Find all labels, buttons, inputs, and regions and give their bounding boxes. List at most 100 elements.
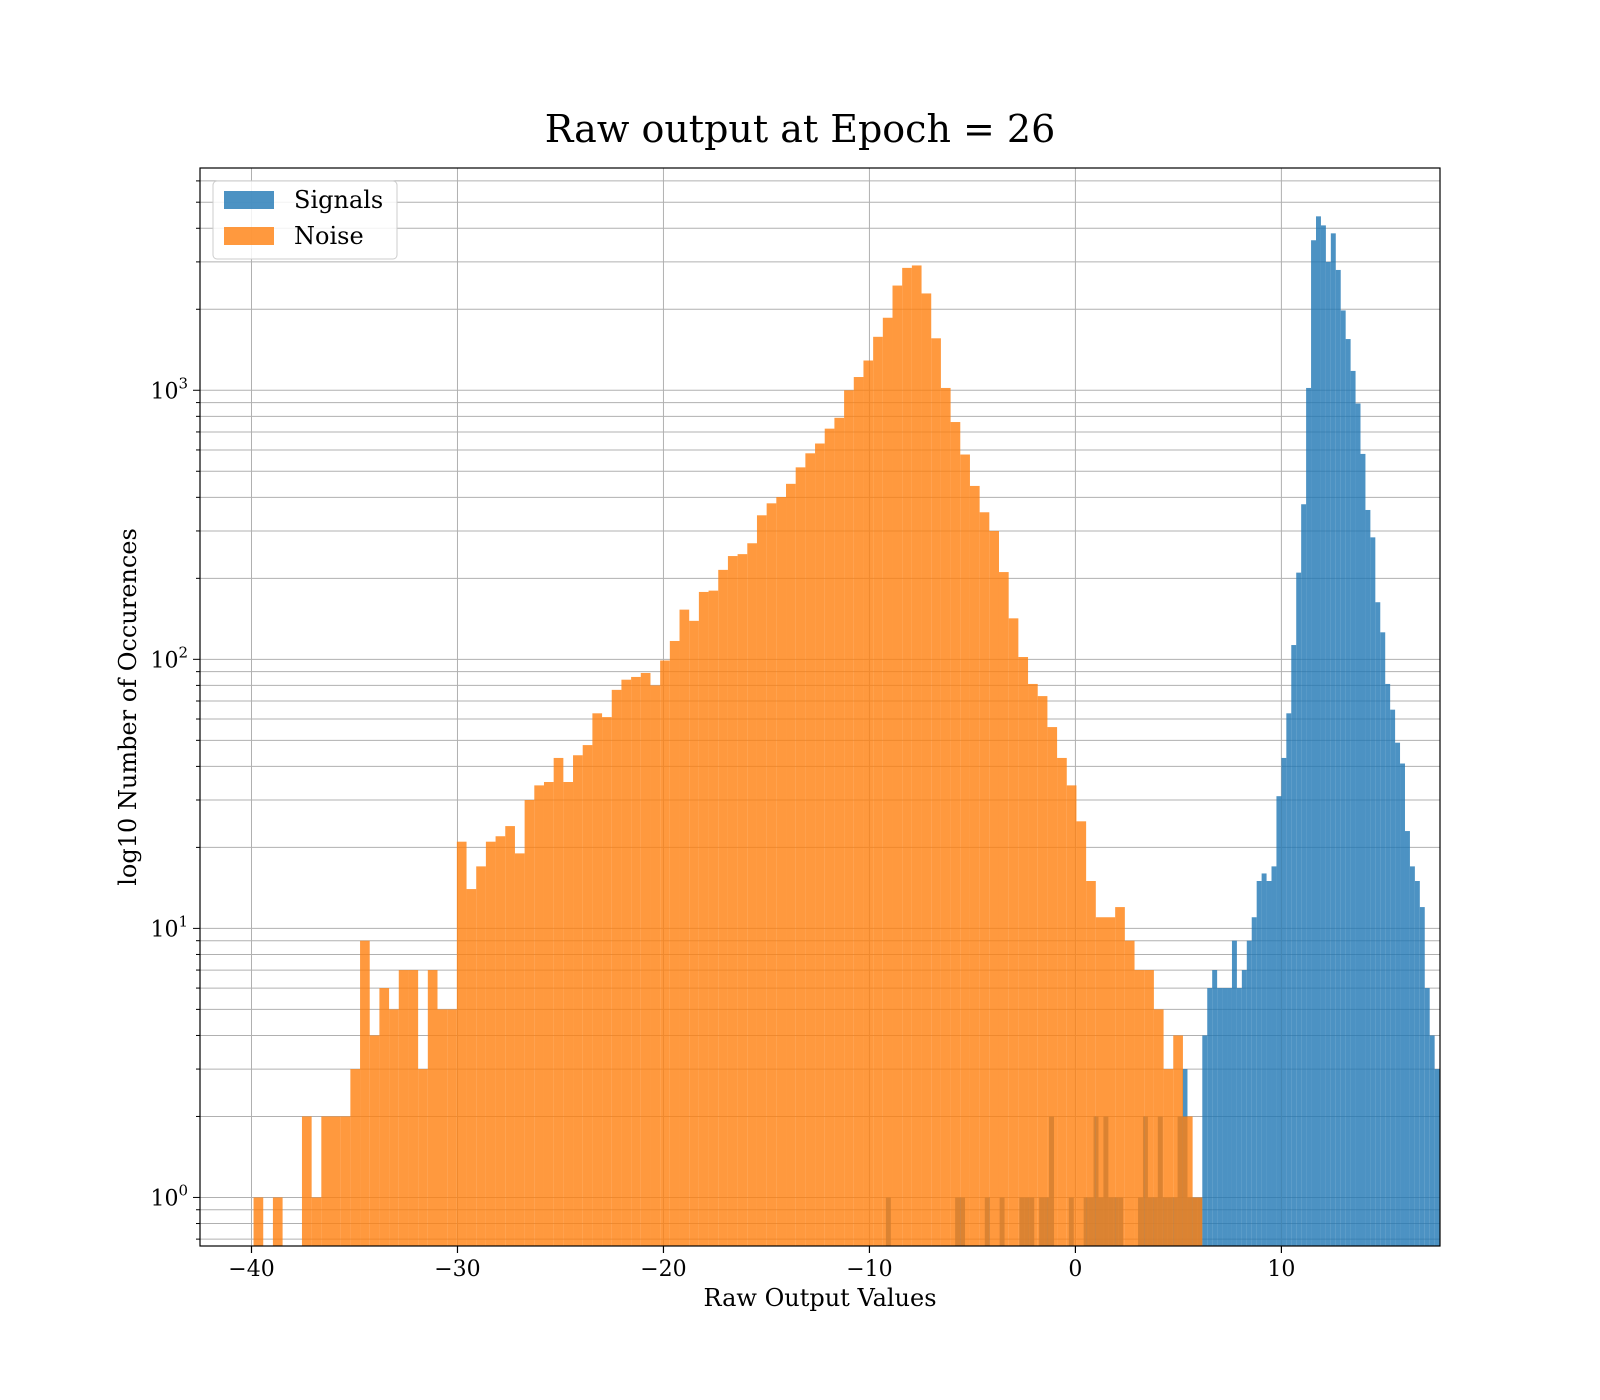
bar-noise — [844, 390, 854, 1246]
bar-noise — [1182, 1116, 1193, 1246]
bar-noise — [1095, 917, 1106, 1246]
bar-noise — [321, 1116, 332, 1246]
bar-noise — [311, 1197, 322, 1246]
bar-noise — [1153, 1009, 1164, 1246]
bar-noise — [950, 422, 961, 1247]
bar-noise — [456, 841, 467, 1246]
bar-noise — [1115, 907, 1125, 1246]
bar-noise — [863, 360, 874, 1246]
bar-signals — [1380, 632, 1386, 1246]
bar-noise — [1124, 940, 1135, 1246]
bar-noise — [476, 866, 486, 1246]
bar-noise — [902, 267, 912, 1246]
bar-noise — [921, 293, 932, 1247]
y-tick-label: 103 — [150, 374, 188, 404]
bar-signals — [1320, 225, 1326, 1247]
bar-noise — [1057, 757, 1067, 1246]
bar-noise — [331, 1116, 341, 1246]
bar-signals — [1414, 881, 1420, 1246]
legend: Signals Noise — [212, 180, 398, 260]
bar-noise — [437, 1009, 448, 1246]
bar-noise — [1037, 696, 1048, 1246]
bar-noise — [1144, 970, 1154, 1246]
bar-signals — [1236, 988, 1242, 1246]
bar-signals — [1207, 988, 1213, 1246]
bar-noise — [766, 503, 777, 1246]
bar-noise — [631, 676, 641, 1246]
bar-noise — [543, 781, 554, 1246]
bar-noise — [1105, 917, 1116, 1246]
bar-noise — [1018, 657, 1029, 1246]
bar-signals — [1227, 988, 1232, 1246]
bar-signals — [1395, 742, 1401, 1246]
bar-noise — [669, 640, 680, 1246]
bar-noise — [1173, 1035, 1183, 1246]
bar-signals — [1375, 602, 1381, 1246]
bar-noise — [882, 317, 893, 1247]
bar-noise — [272, 1197, 283, 1246]
bar-signals — [1291, 645, 1297, 1246]
x-tick-label: −10 — [846, 1257, 892, 1282]
bar-signals — [1385, 683, 1391, 1246]
bar-noise — [873, 336, 883, 1246]
bar-signals — [1306, 387, 1312, 1246]
bar-noise — [360, 940, 370, 1246]
bar-signals — [1231, 940, 1237, 1246]
bar-noise — [756, 515, 767, 1246]
bar-noise — [727, 556, 738, 1246]
bar-signals — [1325, 261, 1331, 1247]
x-axis-label: Raw Output Values — [703, 1284, 936, 1312]
series-noise — [253, 265, 1203, 1247]
bar-noise — [611, 689, 622, 1246]
bar-noise — [582, 745, 593, 1246]
bar-signals — [1400, 763, 1405, 1246]
plot-frame — [199, 167, 1441, 1247]
bar-noise — [776, 497, 787, 1247]
bar-noise — [379, 988, 390, 1246]
bar-signals — [1434, 1069, 1440, 1246]
bar-signals — [1335, 269, 1341, 1246]
bar-signals — [1251, 917, 1257, 1246]
bar-noise — [534, 785, 544, 1246]
legend-swatch-noise — [224, 227, 274, 245]
chart-title: Raw output at Epoch = 26 — [545, 107, 1056, 151]
bar-noise — [824, 428, 835, 1246]
bar-signals — [1340, 310, 1346, 1246]
bar-signals — [1256, 881, 1262, 1246]
x-tick-label: −40 — [228, 1257, 274, 1282]
bar-noise — [563, 781, 574, 1246]
bar-signals — [1271, 866, 1277, 1246]
bar-noise — [466, 889, 477, 1246]
bar-signals — [1286, 713, 1292, 1246]
bar-noise — [786, 483, 796, 1246]
bar-noise — [689, 620, 699, 1246]
bar-noise — [1047, 727, 1058, 1246]
bar-noise — [834, 417, 845, 1246]
bar-noise — [747, 543, 757, 1246]
axis-ticks: −40 −30 −20 −10 0 10 100 101 102 103 — [150, 180, 1295, 1282]
bar-noise — [602, 717, 612, 1246]
histogram-bars — [253, 216, 1440, 1247]
bar-signals — [1281, 757, 1287, 1246]
bar-noise — [815, 443, 825, 1246]
bar-noise — [495, 836, 506, 1246]
bar-noise — [1028, 683, 1038, 1246]
x-tick-label: 10 — [1267, 1257, 1295, 1282]
y-axis-label: log10 Number of Occurences — [114, 528, 142, 886]
x-tick-label: −20 — [640, 1257, 686, 1282]
bar-signals — [1276, 796, 1282, 1246]
bar-noise — [940, 387, 951, 1246]
bar-noise — [253, 1197, 264, 1246]
bar-noise — [1086, 881, 1096, 1246]
bar-noise — [931, 338, 941, 1247]
bar-signals — [1217, 988, 1223, 1246]
bar-signals — [1424, 988, 1430, 1246]
bar-noise — [485, 841, 496, 1246]
bar-signals — [1360, 453, 1366, 1246]
bar-signals — [1370, 537, 1376, 1246]
bar-noise — [698, 591, 709, 1246]
bar-noise — [389, 1009, 399, 1246]
bar-noise — [369, 1035, 380, 1246]
bar-signals — [1311, 240, 1316, 1246]
